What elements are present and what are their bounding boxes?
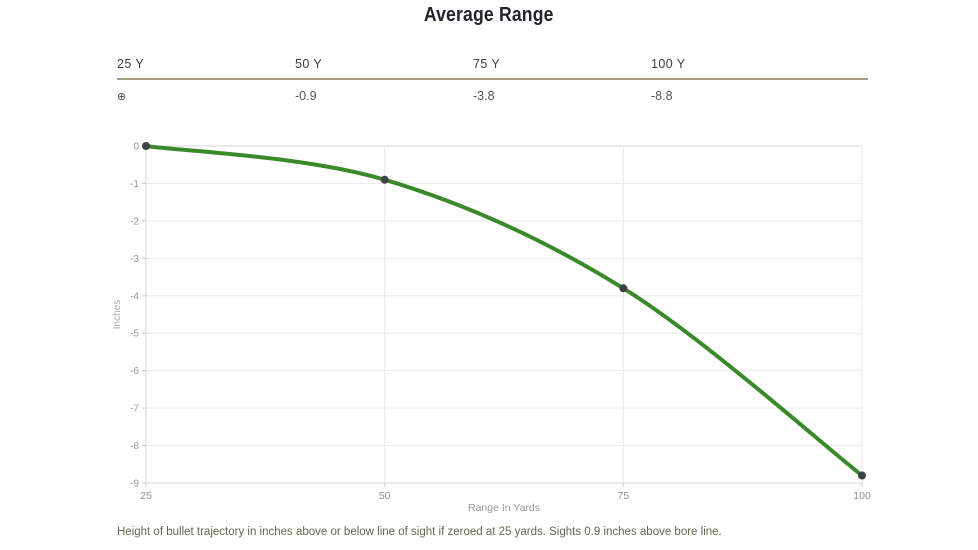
range-table-header-50y: 50 Y <box>295 57 323 71</box>
x-axis-title: Range In Yards <box>468 502 540 514</box>
range-table-header-100y: 100 Y <box>651 57 686 71</box>
range-table-cell-75y: -3.8 <box>473 89 495 103</box>
y-tick-label: -3 <box>130 254 139 265</box>
y-tick-label: -2 <box>130 216 139 227</box>
data-point-marker <box>142 142 150 150</box>
y-tick-label: 0 <box>133 142 139 153</box>
y-tick-label: -4 <box>130 291 139 302</box>
data-point-marker <box>619 284 628 293</box>
range-table-cell-100y: -8.8 <box>651 89 673 103</box>
zeroed-target-icon: ⊕ <box>117 91 127 103</box>
range-table: 25 Y 50 Y 75 Y 100 Y ⊕ -0.9 -3.8 -8.8 <box>117 57 868 103</box>
range-table-header-75y: 75 Y <box>473 57 501 71</box>
x-tick-label: 75 <box>617 490 629 502</box>
range-table-header-25y: 25 Y <box>117 57 145 71</box>
range-table-value-row: ⊕ -0.9 -3.8 -8.8 <box>117 80 868 103</box>
x-tick-label: 100 <box>853 490 871 502</box>
y-axis-title: Inches <box>112 300 123 329</box>
x-tick-label: 25 <box>140 490 152 502</box>
y-tick-label: -1 <box>130 179 139 190</box>
y-tick-label: -7 <box>130 404 139 415</box>
x-tick-label: 50 <box>379 490 391 502</box>
page-title-wrap: Average Range <box>0 4 978 27</box>
trajectory-line <box>144 144 864 478</box>
data-point-marker <box>858 471 866 480</box>
page-title: Average Range <box>424 4 554 26</box>
range-table-cell-25y: ⊕ <box>117 89 295 103</box>
range-table-cell-50y: -0.9 <box>295 89 317 103</box>
y-tick-label: -6 <box>130 366 139 377</box>
y-tick-label: -9 <box>130 479 139 490</box>
chart-caption: Height of bullet trajectory in inches ab… <box>117 526 722 538</box>
y-tick-label: -5 <box>130 329 139 340</box>
range-table-header-row: 25 Y 50 Y 75 Y 100 Y <box>117 57 868 80</box>
data-point-marker <box>380 175 389 184</box>
y-tick-label: -8 <box>130 441 139 452</box>
